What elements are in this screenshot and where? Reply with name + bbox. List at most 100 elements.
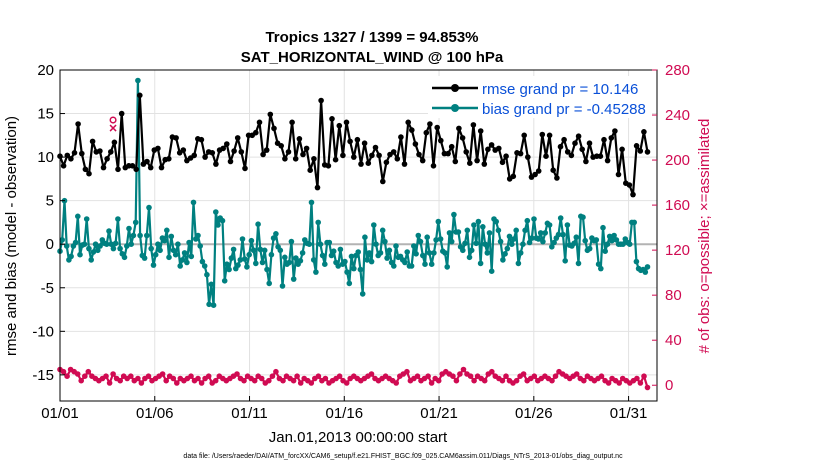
bias-point-92 (261, 247, 268, 254)
bias-point-256 (626, 241, 633, 247)
rmse-point-141 (568, 152, 575, 159)
obs-point-79 (336, 373, 343, 380)
bias-point-123 (330, 248, 337, 254)
x-tick-label-6: 01/31 (610, 405, 648, 422)
bias-point-160 (413, 251, 419, 257)
bias-point-88 (253, 260, 259, 267)
bias-point-162 (417, 238, 424, 245)
bias-point-131 (348, 253, 355, 260)
bias-point-241 (593, 237, 600, 243)
rmse-point-6 (79, 150, 85, 157)
bias-point-65 (201, 263, 208, 269)
left-tick-label-6: -10 (32, 323, 54, 340)
obs-point-101 (414, 373, 421, 380)
bias-point-168 (431, 250, 437, 256)
obs-point-52 (241, 377, 247, 384)
left-tick-label-5: -5 (41, 280, 54, 297)
obs-point-67 (294, 373, 300, 380)
obs-point-55 (251, 377, 258, 384)
obs-point-17 (117, 377, 123, 384)
bias-point-68 (208, 281, 215, 288)
bias-point-232 (573, 234, 580, 240)
rmse-point-139 (561, 136, 567, 143)
rmse-point-92 (390, 149, 397, 155)
obs-point-42 (205, 373, 212, 380)
rmse-point-16 (115, 166, 121, 173)
bias-point-121 (326, 239, 333, 246)
obs-point-126 (503, 373, 509, 380)
rmse-point-151 (604, 157, 611, 164)
bias-point-173 (442, 250, 448, 256)
obs-point-32 (170, 375, 177, 382)
bias-point-246 (604, 241, 611, 247)
bias-point-78 (230, 246, 237, 253)
rmse-point-13 (104, 156, 110, 162)
bias-point-128 (342, 258, 348, 265)
rmse-point-28 (158, 164, 165, 171)
bias-point-104 (288, 238, 295, 245)
x-tick-label-2: 01/11 (231, 405, 267, 422)
rmse-point-25 (147, 164, 154, 171)
bias-point-103 (286, 259, 293, 266)
rmse-point-63 (285, 149, 292, 155)
rmse-point-110 (456, 125, 462, 132)
x-tick-label-1: 01/06 (136, 405, 174, 422)
rmse-point-133 (539, 131, 546, 138)
bias-point-164 (422, 261, 428, 268)
bias-point-169 (433, 237, 439, 243)
legend: rmse grand pr = 10.146 bias grand pr = -… (428, 76, 652, 118)
bias-point-21 (103, 241, 110, 247)
rmse-point-114 (470, 122, 477, 128)
bias-point-137 (362, 234, 368, 240)
rmse-point-40 (202, 154, 208, 160)
rmse-point-108 (448, 143, 455, 150)
rmse-point-2 (64, 152, 71, 159)
rmse-point-122 (499, 159, 506, 166)
obs-point-59 (266, 377, 272, 384)
bias-point-73 (219, 217, 226, 224)
outlier-assimilated-marker (109, 124, 117, 132)
obs-point-125 (499, 377, 506, 384)
bias-point-220 (546, 222, 553, 228)
obs-point-134 (531, 373, 538, 380)
bias-point-139 (366, 250, 373, 256)
obs-point-44 (212, 377, 219, 384)
bias-point-258 (631, 219, 637, 226)
x-axis-label: Jan.01,2013 00:00:00 start (269, 429, 448, 446)
bias-point-84 (244, 264, 250, 270)
rmse-point-58 (267, 111, 274, 118)
obs-point-113 (457, 371, 463, 377)
bias-point-112 (306, 241, 313, 247)
bias-point-235 (580, 214, 586, 220)
rmse-point-154 (615, 171, 622, 178)
bias-point-39 (144, 232, 150, 239)
obs-point-155 (605, 380, 612, 386)
rmse-point-112 (463, 149, 470, 155)
bias-point-35 (135, 77, 141, 84)
rmse-point-62 (282, 156, 288, 162)
bias-point-174 (444, 264, 451, 270)
rmse-point-1 (60, 163, 67, 169)
bias-point-108 (297, 258, 304, 264)
bias-point-64 (199, 258, 206, 265)
bias-point-233 (575, 260, 582, 267)
bias-point-182 (462, 240, 468, 247)
rmse-point-144 (579, 146, 585, 153)
rmse-point-51 (242, 165, 248, 172)
bias-point-56 (181, 250, 188, 256)
bias-point-16 (92, 241, 99, 247)
obs-point-20 (128, 373, 134, 380)
right-tick-label-1: 240 (665, 107, 690, 124)
obs-point-88 (368, 371, 375, 377)
bias-point-109 (299, 250, 306, 256)
left-tick-label-2: 10 (37, 149, 54, 166)
obs-point-140 (552, 373, 559, 380)
bias-point-34 (132, 219, 139, 226)
bias-point-156 (404, 249, 411, 255)
bias-point-171 (437, 236, 444, 242)
bias-point-41 (148, 245, 154, 252)
bias-point-189 (477, 260, 484, 267)
rmse-point-81 (351, 154, 357, 160)
bias-point-116 (315, 219, 322, 226)
rmse-point-48 (231, 148, 237, 154)
